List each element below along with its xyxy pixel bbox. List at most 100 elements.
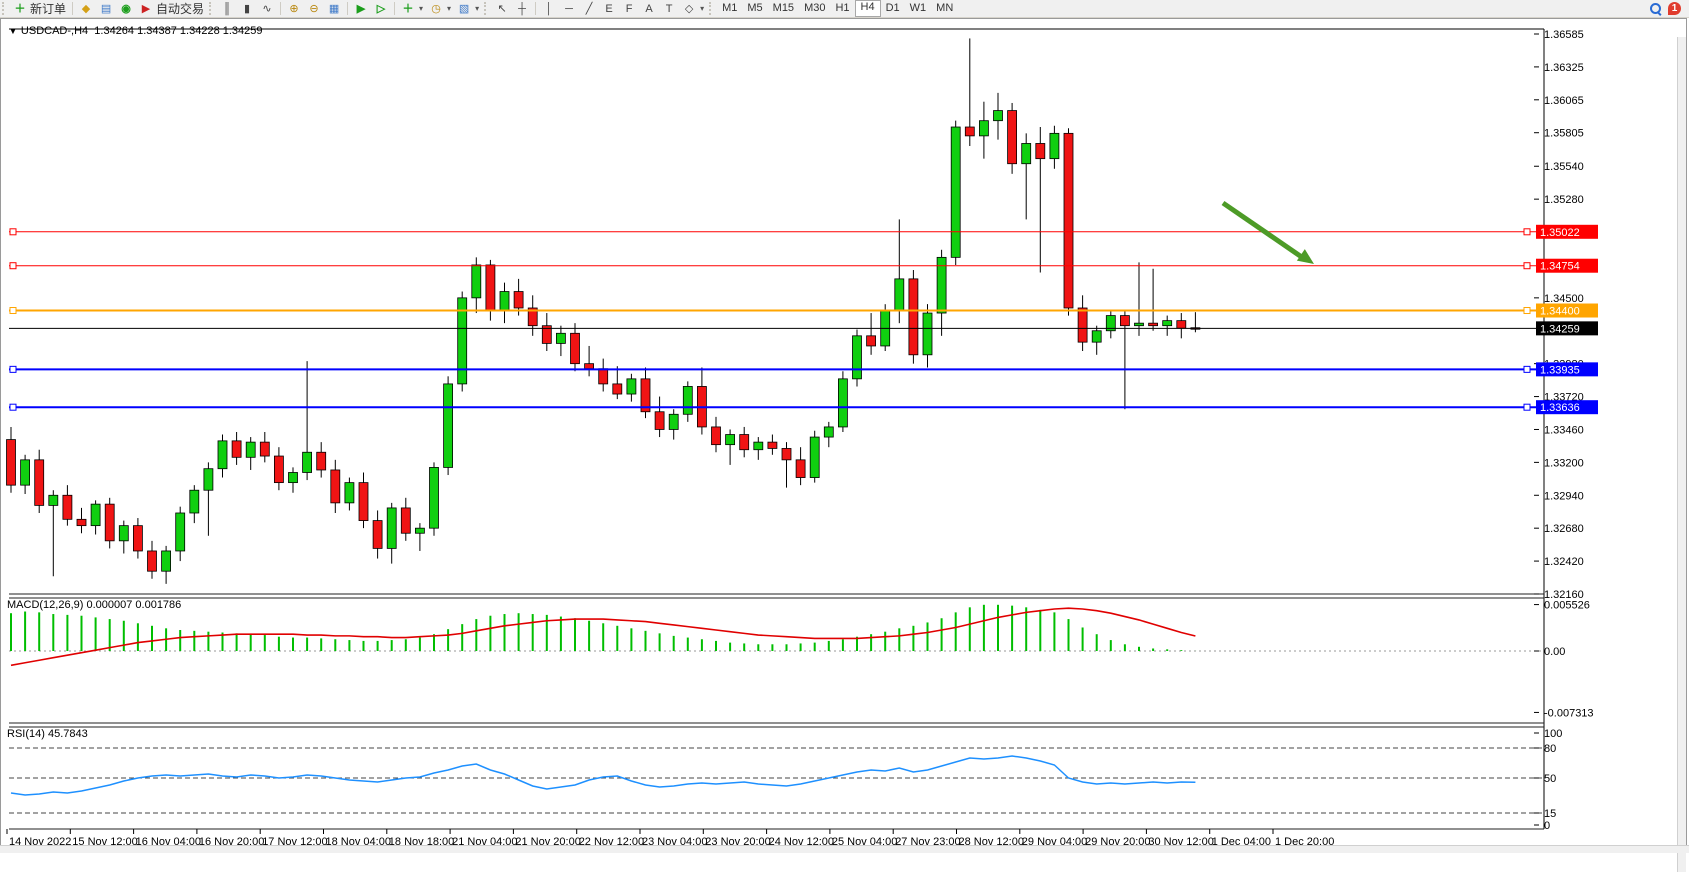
- svg-text:16 Nov 04:00: 16 Nov 04:00: [136, 836, 201, 847]
- bar-chart-button[interactable]: ║: [217, 1, 237, 16]
- svg-text:14 Nov 2022: 14 Nov 2022: [9, 836, 71, 847]
- autotrading-button[interactable]: ▶ 自动交易: [136, 1, 207, 16]
- navigator-button[interactable]: ◉: [116, 1, 136, 16]
- svg-text:1.34754: 1.34754: [1540, 261, 1580, 273]
- market-watch-icon: ◆: [81, 2, 91, 15]
- svg-text:1.32160: 1.32160: [1544, 589, 1584, 601]
- svg-text:1.33636: 1.33636: [1540, 402, 1580, 414]
- crosshair-button[interactable]: ┼: [512, 1, 532, 16]
- svg-text:25 Nov 04:00: 25 Nov 04:00: [832, 836, 897, 847]
- timeframe-m15[interactable]: M15: [772, 2, 795, 14]
- cursor-icon: ↖: [497, 2, 507, 15]
- periods-icon: ◷: [431, 2, 441, 15]
- equidistant-channel-button[interactable]: E: [599, 1, 619, 16]
- text-button[interactable]: A: [639, 1, 659, 16]
- autotrading-label: 自动交易: [156, 2, 205, 16]
- toolbar-separator: [72, 2, 74, 15]
- svg-text:1.36325: 1.36325: [1544, 62, 1584, 74]
- text-icon: A: [645, 2, 653, 15]
- svg-text:0.005526: 0.005526: [1544, 600, 1590, 612]
- shapes-button[interactable]: ◇ ▾: [679, 1, 707, 16]
- search-icon[interactable]: [1650, 2, 1662, 15]
- svg-text:21 Nov 20:00: 21 Nov 20:00: [515, 836, 580, 847]
- svg-text:23 Nov 04:00: 23 Nov 04:00: [642, 836, 707, 847]
- dropdown-caret-icon: ▾: [700, 4, 705, 13]
- navigator-icon: ◉: [121, 2, 131, 15]
- auto-scroll-icon: ▶: [356, 2, 366, 15]
- bar-chart-icon: ║: [223, 2, 231, 15]
- svg-text:1.34500: 1.34500: [1544, 293, 1584, 305]
- timeframe-w1[interactable]: W1: [909, 2, 927, 14]
- zoom-out-icon: ⊖: [309, 2, 319, 15]
- timeframe-m30[interactable]: M30: [804, 2, 826, 14]
- hlines-layer: 1.35022 1.34754 1.34400 1.34259 1.33935 1.336…: [9, 224, 1598, 415]
- timeframe-d1[interactable]: D1: [885, 2, 900, 14]
- macd-indicator-label: MACD(12,26,9) 0.000007 0.001786: [7, 599, 182, 611]
- toolbar-separator: [535, 2, 537, 15]
- cursor-button[interactable]: ↖: [492, 1, 512, 16]
- chart-dropdown-icon[interactable]: ▼: [9, 27, 17, 36]
- horizontal-line-button[interactable]: ─: [559, 1, 579, 16]
- zoom-in-icon: ⊕: [289, 2, 299, 15]
- indicators-button[interactable]: ＋ ▾: [398, 1, 426, 16]
- data-window-button[interactable]: ▤: [96, 1, 116, 16]
- svg-text:1.35540: 1.35540: [1544, 161, 1584, 173]
- fibonacci-icon: F: [625, 2, 633, 15]
- toolbar: ＋ 新订单 ◆ ▤ ◉ ▶ 自动交易 ║ ▮ ∿ ⊕ ⊖ ▦ ▶ ▷ ＋ ▾ ◷ ▾…: [0, 0, 1689, 18]
- notification-badge[interactable]: 1: [1668, 2, 1681, 15]
- vertical-line-button[interactable]: │: [539, 1, 559, 16]
- horizontal-line-icon: ─: [565, 2, 573, 15]
- dropdown-caret-icon: ▾: [447, 4, 452, 13]
- chart-window[interactable]: 1.36585 1.36325 1.36065 1.35805 1.35540 1.352…: [0, 18, 1688, 872]
- chart-shift-button[interactable]: ▷: [371, 1, 391, 16]
- chart-shift-icon: ▷: [376, 2, 386, 15]
- vertical-line-icon: │: [545, 2, 553, 15]
- timeframe-h1[interactable]: H1: [835, 2, 850, 14]
- timeframe-bar: M1 M5 M15 M30 H1 H4 D1 W1 MN: [717, 0, 958, 17]
- zoom-out-button[interactable]: ⊖: [304, 1, 324, 16]
- new-order-button[interactable]: ＋ 新订单: [10, 1, 69, 16]
- svg-text:16 Nov 20:00: 16 Nov 20:00: [199, 836, 264, 847]
- chart-canvas[interactable]: 1.36585 1.36325 1.36065 1.35805 1.35540 1.352…: [1, 19, 1688, 847]
- timeframe-m1[interactable]: M1: [722, 2, 738, 14]
- svg-text:1.32680: 1.32680: [1544, 523, 1584, 535]
- svg-text:80: 80: [1544, 743, 1556, 755]
- svg-text:1.32940: 1.32940: [1544, 490, 1584, 502]
- status-strip: [0, 845, 1689, 853]
- svg-text:1 Dec 20:00: 1 Dec 20:00: [1275, 836, 1334, 847]
- periods-button[interactable]: ◷ ▾: [426, 1, 454, 16]
- trendline-button[interactable]: ╱: [579, 1, 599, 16]
- templates-button[interactable]: ▧ ▾: [454, 1, 482, 16]
- market-watch-button[interactable]: ◆: [76, 1, 96, 16]
- svg-text:21 Nov 04:00: 21 Nov 04:00: [452, 836, 517, 847]
- chart-ohlc-values: 1.34264 1.34387 1.34228 1.34259: [94, 25, 263, 37]
- svg-text:1.36585: 1.36585: [1544, 29, 1584, 41]
- timeframe-m5[interactable]: M5: [747, 2, 763, 14]
- shapes-icon: ◇: [684, 2, 694, 15]
- new-order-label: 新订单: [30, 2, 67, 16]
- tile-windows-button[interactable]: ▦: [324, 1, 344, 16]
- auto-scroll-button[interactable]: ▶: [351, 1, 371, 16]
- rsi-panel: 100 80 50 150: [9, 728, 1562, 832]
- svg-text:23 Nov 20:00: 23 Nov 20:00: [705, 836, 770, 847]
- candlestick-chart-button[interactable]: ▮: [237, 1, 257, 16]
- fibonacci-button[interactable]: F: [619, 1, 639, 16]
- text-label-button[interactable]: T: [659, 1, 679, 16]
- toolbar-grip: [709, 2, 715, 15]
- dropdown-caret-icon: ▾: [475, 4, 480, 13]
- new-order-icon: ＋: [14, 2, 26, 15]
- toolbar-grip: [484, 2, 490, 15]
- timeframe-h4[interactable]: H4: [854, 0, 881, 17]
- timeframe-mn[interactable]: MN: [936, 2, 954, 14]
- autotrading-icon: ▶: [141, 2, 151, 15]
- svg-text:0: 0: [1544, 820, 1550, 832]
- zoom-in-button[interactable]: ⊕: [284, 1, 304, 16]
- line-chart-button[interactable]: ∿: [257, 1, 277, 16]
- svg-text:22 Nov 12:00: 22 Nov 12:00: [579, 836, 644, 847]
- svg-text:1.32420: 1.32420: [1544, 556, 1584, 568]
- crosshair-icon: ┼: [518, 2, 526, 15]
- svg-text:1.34259: 1.34259: [1540, 323, 1580, 335]
- svg-text:17 Nov 12:00: 17 Nov 12:00: [262, 836, 327, 847]
- svg-text:27 Nov 23:00: 27 Nov 23:00: [895, 836, 960, 847]
